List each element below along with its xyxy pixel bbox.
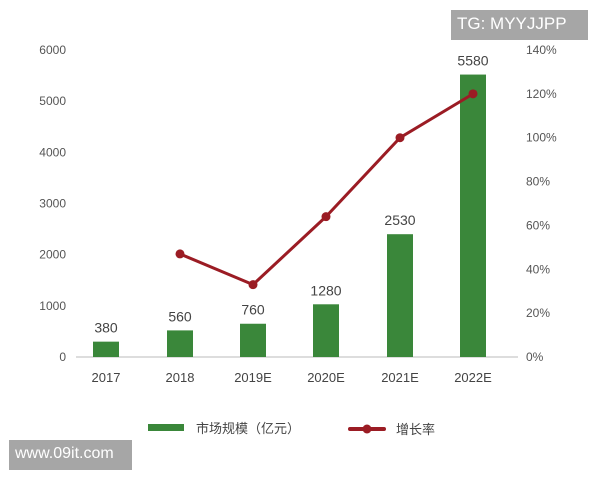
right-tick-label: 140% [526, 43, 557, 57]
category-label: 2020E [307, 370, 345, 385]
category-label: 2022E [454, 370, 492, 385]
legend-bar-swatch [148, 424, 184, 431]
left-tick-label: 5000 [39, 94, 66, 108]
category-label: 2018 [166, 370, 195, 385]
bar [313, 304, 339, 357]
x-axis-categories: 2017 2018 2019E 2020E 2021E 2022E [92, 370, 493, 385]
legend-bar-label: 市场规模（亿元） [196, 421, 300, 436]
bar [240, 323, 266, 357]
growth-point [248, 280, 258, 290]
category-label: 2017 [92, 370, 121, 385]
right-tick-label: 40% [526, 262, 550, 276]
right-axis-ticks: 0% 20% 40% 60% 80% 100% 120% 140% [526, 43, 557, 364]
legend: 市场规模（亿元） 增长率 [148, 421, 435, 437]
left-tick-label: 4000 [39, 145, 66, 159]
bar [167, 330, 193, 357]
bar-series [93, 74, 486, 357]
left-axis-ticks: 0 1000 2000 3000 4000 5000 6000 [39, 43, 66, 364]
bar-value-label: 760 [241, 302, 265, 318]
right-tick-label: 80% [526, 175, 550, 189]
left-tick-label: 3000 [39, 197, 66, 211]
growth-line [179, 92, 474, 287]
right-tick-label: 0% [526, 350, 544, 364]
bar-value-label: 560 [168, 308, 192, 324]
bar [387, 234, 413, 357]
left-tick-label: 1000 [39, 299, 66, 313]
right-tick-label: 120% [526, 87, 557, 101]
legend-line-label: 增长率 [396, 422, 435, 437]
growth-line-series [175, 89, 478, 290]
right-tick-label: 60% [526, 218, 550, 232]
left-tick-label: 6000 [39, 43, 66, 57]
growth-point [395, 133, 405, 143]
growth-point [468, 89, 478, 99]
bar [93, 341, 119, 357]
bar-value-label: 1280 [310, 282, 341, 298]
bar [460, 74, 486, 357]
watermark-top: TG: MYYJJPP [451, 10, 588, 40]
left-tick-label: 2000 [39, 248, 66, 262]
legend-line-marker [362, 424, 372, 434]
watermark-bottom: www.09it.com [9, 440, 132, 470]
bar-value-label: 5580 [457, 53, 488, 69]
bar-value-labels: 380 560 760 1280 2530 5580 [94, 53, 488, 336]
category-label: 2021E [381, 370, 419, 385]
growth-point [321, 212, 331, 222]
left-tick-label: 0 [59, 350, 66, 364]
right-tick-label: 20% [526, 306, 550, 320]
category-label: 2019E [234, 370, 272, 385]
growth-point [175, 249, 185, 259]
bar-value-label: 2530 [384, 212, 415, 228]
bar-value-label: 380 [94, 320, 118, 336]
right-tick-label: 100% [526, 131, 557, 145]
